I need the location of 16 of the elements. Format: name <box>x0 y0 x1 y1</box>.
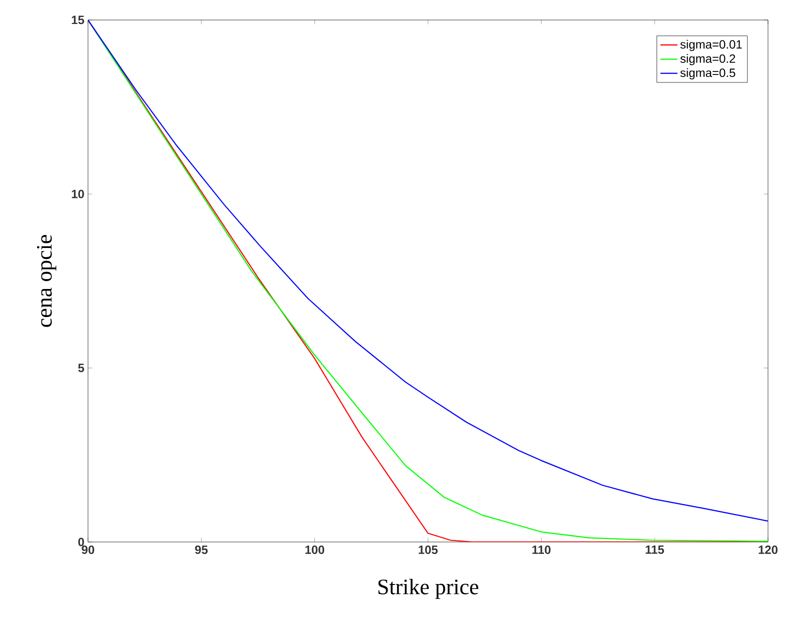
x-tick-label: 115 <box>646 546 664 554</box>
x-tick-label: 110 <box>532 546 551 554</box>
x-tick-label: 120 <box>758 546 778 554</box>
x-tick-label: 95 <box>195 546 208 554</box>
y-tick-label: 5 <box>78 364 84 372</box>
y-tick-label: 10 <box>72 190 84 198</box>
y-axis-title: cena opcie <box>37 235 56 327</box>
x-tick-label: 90 <box>82 546 94 554</box>
x-tick-label: 100 <box>305 546 324 554</box>
legend-label: sigma=0.2 <box>680 54 736 66</box>
y-tick-label: 0 <box>78 538 84 546</box>
y-tick-label: 15 <box>72 16 84 24</box>
x-tick-label: 105 <box>418 546 438 554</box>
legend-label: sigma=0.5 <box>680 68 736 80</box>
legend-label: sigma=0.01 <box>680 40 742 52</box>
x-axis-title: Strike price <box>378 578 478 599</box>
